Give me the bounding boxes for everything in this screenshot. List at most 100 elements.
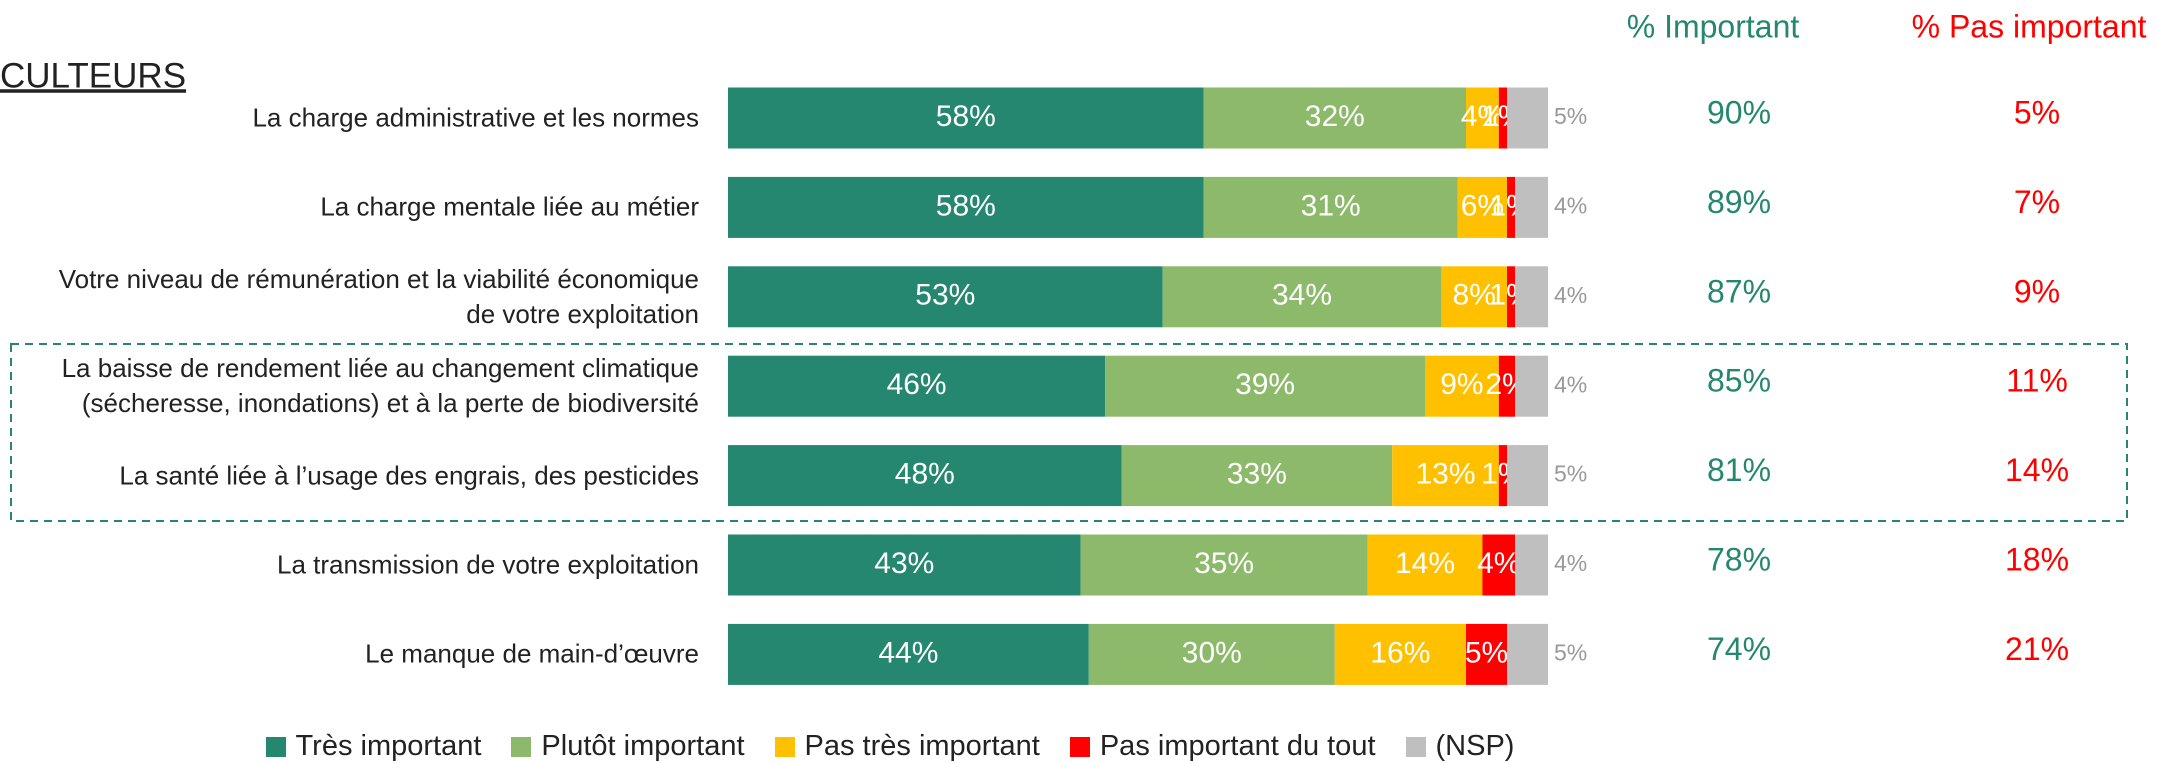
legend-item: Pas très important (774, 730, 1040, 763)
category-label: La santé liée à l’usage des engrais, des… (119, 460, 699, 491)
legend-swatch (774, 736, 795, 757)
legend: Très important Plutôt important Pas très i… (0, 730, 1780, 763)
bar-label: 16% (1370, 636, 1430, 669)
bar-segment (1162, 266, 1442, 328)
bar-segment (728, 534, 1081, 596)
bar-label: 48% (895, 458, 955, 491)
summary-header: % Important (1627, 8, 1800, 44)
bar-segment (1482, 534, 1516, 596)
bar-segment (1507, 87, 1548, 149)
bar-segment (1105, 355, 1425, 417)
bar-segment (1466, 623, 1507, 685)
bar-label: 58% (936, 100, 996, 133)
bar-label: 39% (1235, 368, 1295, 401)
bar-label: 31% (1301, 189, 1361, 222)
bar-segment (1203, 87, 1466, 149)
nsp-label: 4% (1554, 371, 1587, 397)
bar-segment (1507, 266, 1516, 328)
category-label: La charge administrative et les normes (252, 102, 699, 133)
bar-segment (1515, 355, 1548, 417)
bar-segment (728, 445, 1122, 507)
bar-segment (1080, 534, 1368, 596)
bar-segment (1088, 623, 1335, 685)
legend-label: Très important (295, 730, 482, 762)
bar-segment (1507, 623, 1548, 685)
bar-label: 4% (1477, 547, 1520, 580)
summary-value: 21% (2005, 631, 2069, 667)
legend-label: Pas très important (804, 730, 1040, 762)
legend-item: Pas important du tout (1069, 730, 1376, 763)
category-label: La baisse de rendement liée au changemen… (61, 353, 699, 419)
bar-label: 44% (878, 636, 938, 669)
category-label: La transmission de votre exploitation (276, 549, 699, 580)
bar-segment (728, 623, 1089, 685)
bar-label: 53% (915, 279, 975, 312)
nsp-label: 5% (1554, 639, 1587, 665)
bar-label: 8% (1453, 279, 1496, 312)
summary-value: 11% (2006, 363, 2068, 399)
bar-label: 46% (887, 368, 947, 401)
summary-value: 90% (1707, 94, 1771, 130)
summary-value: 18% (2005, 541, 2069, 577)
bar-segment (1515, 266, 1548, 328)
bar-label: 58% (936, 189, 996, 222)
category-label: La charge mentale liée au métier (320, 191, 699, 222)
bar-segment (1498, 355, 1516, 417)
bar-label: 30% (1182, 636, 1242, 669)
nsp-label: 5% (1554, 103, 1587, 129)
legend-swatch (1069, 736, 1090, 757)
nsp-label: 5% (1554, 461, 1587, 487)
bar-segment (1441, 266, 1507, 328)
summary-header: % Pas important (1912, 8, 2147, 44)
bar-label: 14% (1395, 547, 1455, 580)
nsp-label: 4% (1554, 550, 1587, 576)
bar-segment (1203, 176, 1458, 238)
bar-label: 13% (1415, 458, 1475, 491)
bar-label: 43% (874, 547, 934, 580)
summary-value: 85% (1707, 363, 1771, 399)
bar-label: 5% (1465, 636, 1508, 669)
nsp-label: 4% (1554, 192, 1587, 218)
bar-segment (1367, 534, 1483, 596)
bar-segment (1507, 445, 1548, 507)
bar-segment (728, 355, 1106, 417)
bar-segment (728, 176, 1204, 238)
bar-segment (1515, 176, 1548, 238)
category-label: Le manque de main-d’œuvre (365, 638, 699, 669)
bar-label: 33% (1227, 458, 1287, 491)
legend-item: Plutôt important (511, 730, 745, 763)
bar-segment (1334, 623, 1466, 685)
legend-label: (NSP) (1435, 730, 1515, 762)
bar-segment (1466, 87, 1499, 149)
summary-value: 7% (2014, 184, 2060, 220)
bar-segment (1507, 176, 1516, 238)
summary-value: 9% (2014, 273, 2060, 309)
summary-value: 87% (1707, 273, 1771, 309)
bar-label: 34% (1272, 279, 1332, 312)
summary-value: 5% (2014, 94, 2060, 130)
bar-segment (1515, 534, 1548, 596)
chart-title: CULTEURS (0, 56, 186, 95)
nsp-label: 4% (1554, 282, 1587, 308)
legend-swatch (1405, 736, 1426, 757)
summary-value: 89% (1707, 184, 1771, 220)
bar-segment (1121, 445, 1393, 507)
bar-label: 9% (1440, 368, 1483, 401)
bar-label: 35% (1194, 547, 1254, 580)
summary-value: 14% (2005, 452, 2069, 488)
category-label: Votre niveau de rémunération et la viabi… (58, 263, 699, 329)
bar-segment (1392, 445, 1499, 507)
summary-value: 78% (1707, 541, 1771, 577)
legend-label: Plutôt important (541, 730, 745, 762)
summary-value: 74% (1707, 631, 1771, 667)
legend-swatch (265, 736, 286, 757)
bar-label: 6% (1461, 189, 1504, 222)
bar-segment (1498, 445, 1507, 507)
legend-swatch (511, 736, 532, 757)
bar-segment (728, 87, 1204, 149)
bar-label: 4% (1461, 100, 1504, 133)
bar-segment (728, 266, 1163, 328)
legend-item: Très important (265, 730, 482, 763)
